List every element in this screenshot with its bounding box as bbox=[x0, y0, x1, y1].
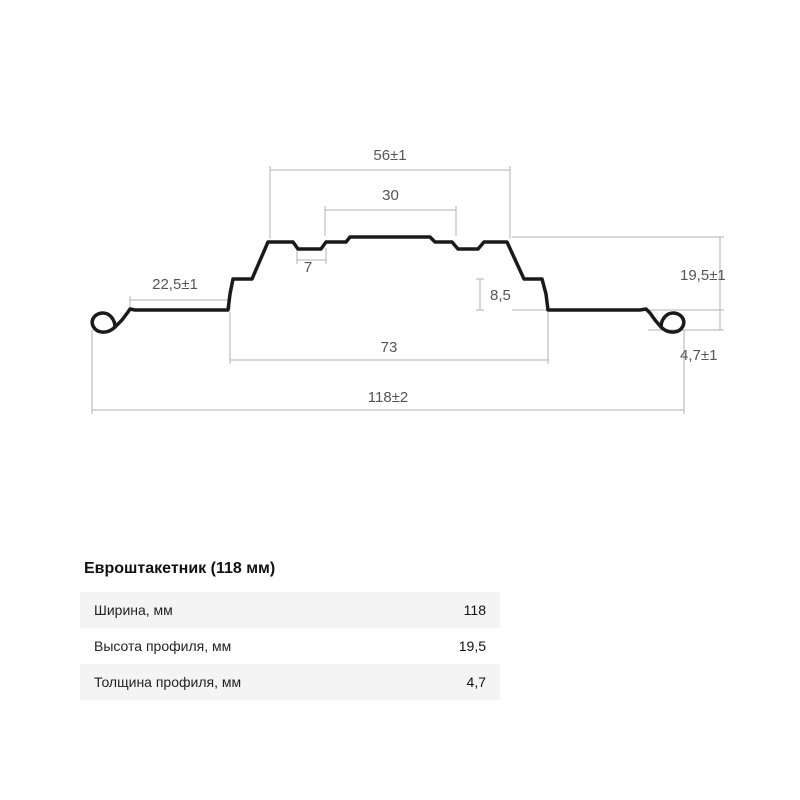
svg-text:4,7±1: 4,7±1 bbox=[680, 347, 717, 364]
spec-row-value: 118 bbox=[464, 602, 486, 618]
spec-row: Толщина профиля, мм 4,7 bbox=[80, 664, 500, 700]
diagram-svg: 56±1 30 7 22,5±1 8,5 73 118±2 19,5±1 4,7±1 bbox=[0, 0, 800, 500]
svg-text:30: 30 bbox=[382, 187, 399, 204]
spec-row-value: 19,5 bbox=[459, 638, 486, 654]
spec-title: Евроштакетник (118 мм) bbox=[80, 560, 500, 592]
svg-text:7: 7 bbox=[304, 259, 312, 276]
spec-row-label: Толщина профиля, мм bbox=[94, 674, 241, 690]
svg-text:22,5±1: 22,5±1 bbox=[152, 276, 198, 293]
svg-text:19,5±1: 19,5±1 bbox=[680, 267, 726, 284]
spec-row-label: Ширина, мм bbox=[94, 602, 173, 618]
spec-row-value: 4,7 bbox=[467, 674, 486, 690]
svg-text:73: 73 bbox=[381, 339, 398, 356]
spec-row: Ширина, мм 118 bbox=[80, 592, 500, 628]
spec-row: Высота профиля, мм 19,5 bbox=[80, 628, 500, 664]
svg-text:118±2: 118±2 bbox=[368, 389, 409, 406]
profile-diagram: 56±1 30 7 22,5±1 8,5 73 118±2 19,5±1 4,7±1 bbox=[0, 0, 800, 500]
page-root: 56±1 30 7 22,5±1 8,5 73 118±2 19,5±1 4,7±1 Еврош… bbox=[0, 0, 800, 800]
spec-row-label: Высота профиля, мм bbox=[94, 638, 231, 654]
spec-table: Евроштакетник (118 мм) Ширина, мм 118 Высо… bbox=[80, 560, 500, 700]
svg-text:56±1: 56±1 bbox=[373, 147, 406, 164]
svg-text:8,5: 8,5 bbox=[490, 287, 511, 304]
